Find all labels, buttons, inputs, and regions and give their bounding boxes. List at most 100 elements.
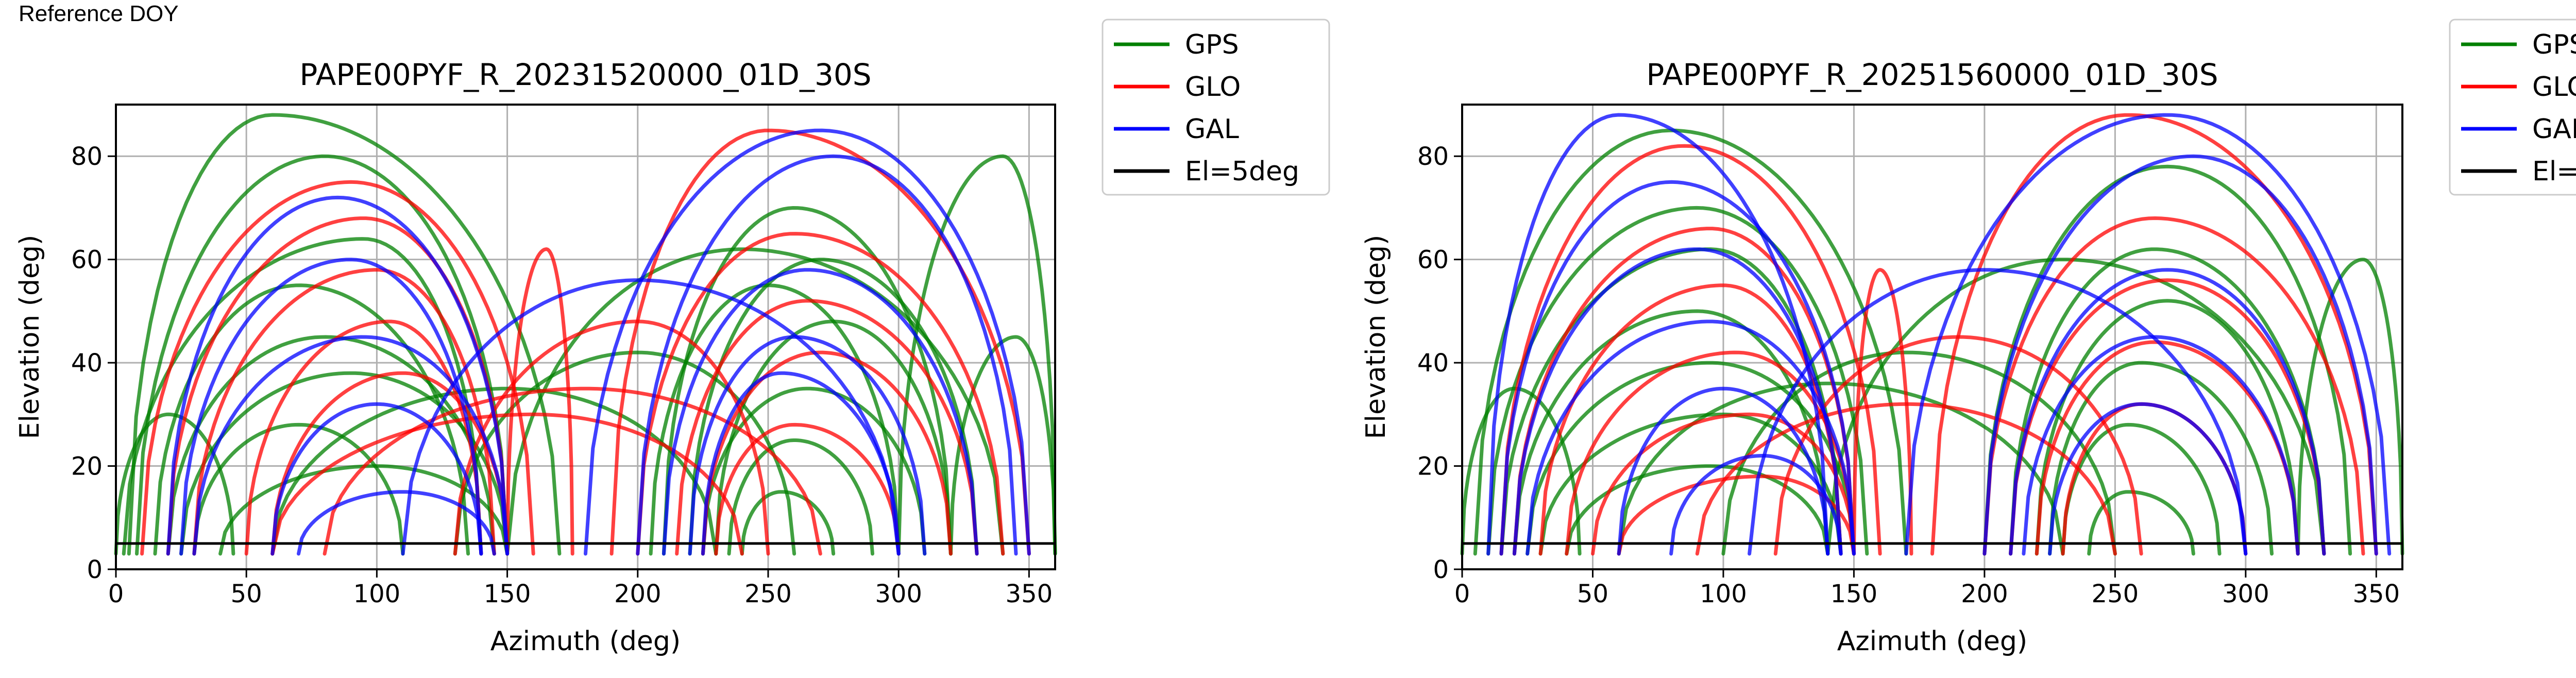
track-gal-6: [1904, 113, 2392, 556]
y-tick-label: 60: [1417, 246, 1449, 275]
y-tick-label: 80: [1417, 142, 1449, 171]
track-glo-12: [505, 247, 574, 556]
track-gal-0: [166, 195, 510, 556]
track-glo-8: [1982, 216, 2365, 556]
track-gps-15: [1826, 258, 2326, 556]
track-gps-2: [122, 237, 483, 556]
x-tick-label: 150: [484, 580, 531, 608]
chart-panel-right: 0 50 100 150 200 250 300 350 0 20 40 60 80 PAPE00PY…: [1361, 19, 2576, 657]
y-tick-label: 20: [71, 452, 103, 481]
track-gal-9: [2022, 335, 2300, 556]
plot-frame: [115, 104, 1056, 570]
x-tick-label: 0: [1454, 580, 1470, 608]
track-gal-5: [1669, 453, 1843, 556]
x-tick-label: 300: [875, 580, 922, 608]
y-axis-ticks: 0 20 40 60 80: [71, 142, 116, 584]
track-gal-2: [192, 335, 510, 556]
track-gal-4: [1617, 386, 1830, 556]
satellite-tracks: [114, 113, 1057, 556]
track-glo-1: [1512, 227, 1856, 556]
legend-box: [1101, 19, 1330, 196]
track-glo-8: [636, 232, 1005, 556]
track-gps-3: [1512, 309, 1830, 556]
track-glo-4: [270, 371, 510, 556]
track-glo-13: [453, 319, 770, 556]
legend: GPS GLO GAL El=5deg: [1101, 19, 1330, 196]
track-gal-5: [584, 128, 1031, 556]
legend-label-el5deg: El=5deg: [2532, 156, 2576, 187]
track-gal-7: [662, 268, 979, 556]
x-tick-label: 250: [2092, 580, 2139, 608]
track-gal-6: [636, 154, 1018, 556]
track-glo-3: [244, 319, 483, 556]
legend-label-gps: GPS: [1185, 29, 1239, 60]
chart-panel-left: 0 50 100 150 200 250 300 350 0 20 40 60 80 PAPE00PY…: [14, 19, 1330, 657]
track-gal-11: [1748, 268, 2248, 556]
legend-label-gal: GAL: [2532, 114, 2576, 145]
track-gps-20: [270, 386, 718, 556]
y-tick-label: 40: [1417, 349, 1449, 378]
y-axis-label: Elevation (deg): [1361, 235, 1392, 439]
x-axis-ticks: 0 50 100 150 200 250 300 350: [1454, 569, 2400, 608]
track-gal-0: [1486, 113, 1830, 556]
x-tick-label: 50: [231, 580, 262, 608]
legend-label-glo: GLO: [1185, 72, 1241, 103]
track-gal-10: [401, 278, 901, 556]
track-gps-1: [1486, 206, 1869, 556]
track-gal-7: [1982, 154, 2378, 556]
y-tick-label: 60: [71, 246, 103, 275]
track-glo-5: [270, 412, 744, 556]
legend: GPS GLO GAL El=5deg: [2449, 19, 2576, 196]
track-gal-8: [2009, 268, 2326, 556]
chart-title: PAPE00PYF_R_20251560000_01D_30S: [1646, 57, 2218, 92]
track-glo-9: [2009, 278, 2326, 556]
x-tick-label: 350: [1006, 580, 1053, 608]
x-tick-label: 100: [353, 580, 401, 608]
track-gps-12: [2061, 422, 2222, 556]
track-gps-9: [2009, 247, 2326, 556]
track-gps-1: [135, 154, 510, 556]
x-tick-label: 100: [1700, 580, 1747, 608]
track-gal-8: [688, 335, 927, 556]
chart-title: PAPE00PYF_R_20231520000_01D_30S: [299, 57, 871, 92]
track-gal-3: [1526, 319, 1856, 556]
legend-label-gal: GAL: [1185, 114, 1239, 145]
satellite-tracks: [1460, 113, 2404, 556]
track-gps-6: [192, 422, 405, 556]
y-tick-label: 80: [71, 142, 103, 171]
track-gal-9: [701, 371, 901, 556]
x-tick-label: 200: [614, 580, 662, 608]
track-glo-2: [1538, 283, 1843, 556]
track-gps-18: [505, 247, 1005, 556]
figure-header: Reference DOY: [19, 1, 179, 26]
track-gps-3: [153, 283, 470, 556]
track-glo-11: [714, 422, 901, 556]
track-gps-0: [127, 113, 562, 556]
track-glo-7: [1930, 113, 2378, 556]
plot-frame: [1461, 104, 2403, 570]
x-tick-label: 200: [1961, 580, 2008, 608]
track-glo-9: [675, 299, 979, 556]
track-gps-16: [896, 154, 1057, 556]
track-glo-5: [1617, 474, 1856, 556]
x-axis-label: Azimuth (deg): [490, 626, 681, 657]
track-gps-4: [1526, 361, 1856, 556]
track-gps-14: [2296, 258, 2404, 556]
track-glo-2: [192, 268, 496, 556]
track-gal-1: [179, 258, 483, 556]
track-gps-17: [948, 335, 1057, 556]
track-gal-10: [2048, 402, 2248, 556]
y-tick-label: 0: [1433, 555, 1449, 584]
track-gps-5: [1538, 412, 1843, 556]
x-tick-label: 300: [2222, 580, 2269, 608]
track-glo-3: [1565, 350, 1856, 556]
track-gal-2: [1512, 247, 1843, 556]
y-axis-ticks: 0 20 40 60 80: [1417, 142, 1462, 584]
track-gps-10: [2035, 299, 2300, 556]
y-tick-label: 20: [1417, 452, 1449, 481]
legend-label-gps: GPS: [2532, 29, 2576, 60]
y-axis-label: Elevation (deg): [14, 235, 45, 439]
x-tick-label: 250: [744, 580, 792, 608]
track-gps-11: [649, 283, 901, 556]
